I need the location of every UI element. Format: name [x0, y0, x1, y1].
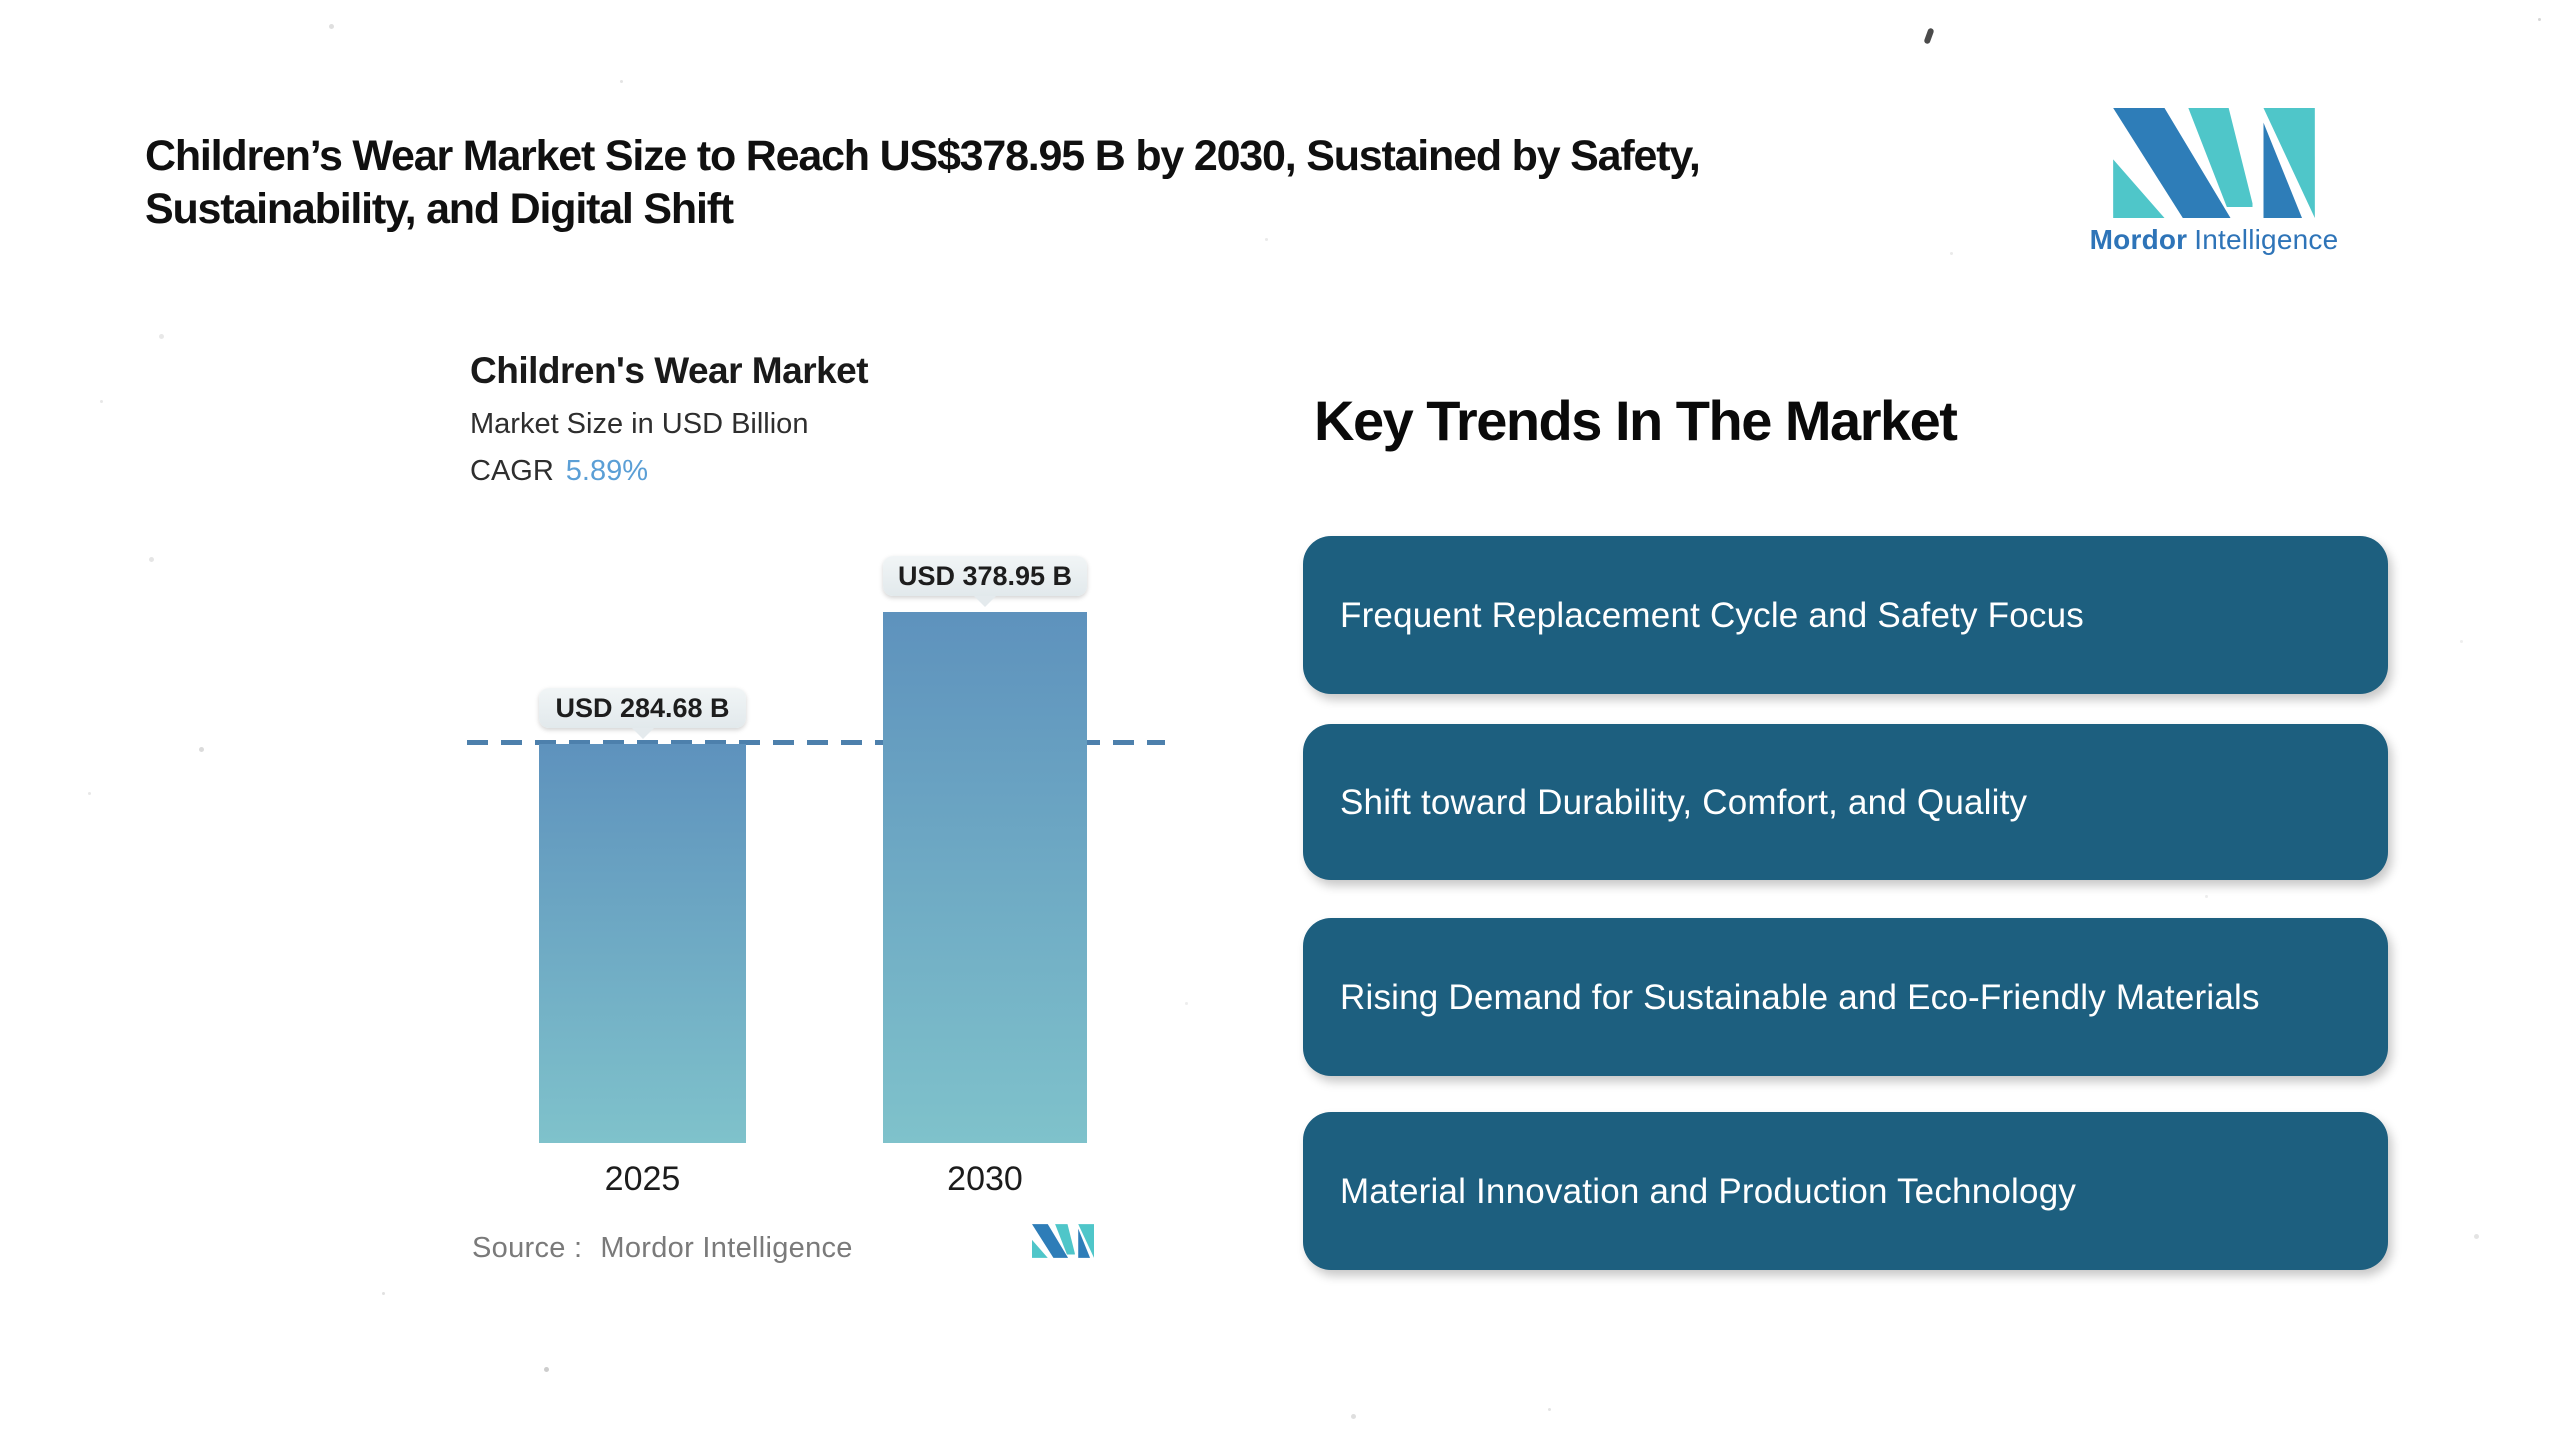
page-title: Children’s Wear Market Size to Reach US$… — [145, 130, 2045, 236]
trend-label-4: Material Innovation and Production Techn… — [1340, 1171, 2077, 1211]
reference-dashed-line — [467, 740, 1165, 746]
cagr-value: 5.89% — [565, 455, 649, 487]
bar-value-label-2025: USD 284.68 B — [555, 692, 730, 723]
source-row: Source : Mordor Intelligence — [472, 1232, 853, 1265]
scan-artifact — [1923, 27, 1935, 45]
trend-label-2: Shift toward Durability, Comfort, and Qu… — [1340, 782, 2028, 822]
bar-2030 — [883, 612, 1087, 1143]
mini-mordor-logo-icon — [1032, 1224, 1094, 1263]
trend-label-1: Frequent Replacement Cycle and Safety Fo… — [1340, 595, 2084, 635]
chart-cagr: CAGR 5.89% — [470, 455, 648, 488]
bar-value-callout-2030: USD 378.95 B — [883, 556, 1087, 597]
brand-wordmark: Mordor Intelligence — [2086, 224, 2342, 256]
source-label: Source : — [472, 1232, 583, 1264]
chart-subtitle: Market Size in USD Billion — [470, 408, 809, 440]
mordor-logo-icon — [2113, 108, 2315, 218]
source-value: Mordor Intelligence — [600, 1232, 853, 1264]
bar-value-callout-2025: USD 284.68 B — [539, 688, 746, 729]
chart-title: Children's Wear Market — [470, 350, 869, 391]
trend-box-4: Material Innovation and Production Techn… — [1303, 1112, 2388, 1270]
brand-logo: Mordor Intelligence — [2086, 108, 2342, 256]
trend-label-3: Rising Demand for Sustainable and Eco-Fr… — [1340, 977, 2260, 1017]
cagr-label: CAGR — [470, 455, 554, 487]
x-axis-label-2025: 2025 — [604, 1160, 681, 1198]
paper-speckles — [0, 0, 3, 3]
bar-2025 — [539, 744, 746, 1143]
page-title-line2: Sustainability, and Digital Shift — [145, 185, 734, 233]
brand-word-mordor: Mordor — [2089, 224, 2188, 255]
trends-heading: Key Trends In The Market — [1314, 389, 1958, 452]
page-title-line1: Children’s Wear Market Size to Reach US$… — [145, 132, 1701, 180]
bar-value-label-2030: USD 378.95 B — [897, 560, 1073, 591]
brand-word-intelligence: Intelligence — [2194, 224, 2339, 255]
x-axis-label-2030: 2030 — [947, 1160, 1023, 1198]
trend-box-2: Shift toward Durability, Comfort, and Qu… — [1303, 724, 2388, 880]
trend-box-1: Frequent Replacement Cycle and Safety Fo… — [1303, 536, 2388, 694]
trend-box-3: Rising Demand for Sustainable and Eco-Fr… — [1303, 918, 2388, 1076]
